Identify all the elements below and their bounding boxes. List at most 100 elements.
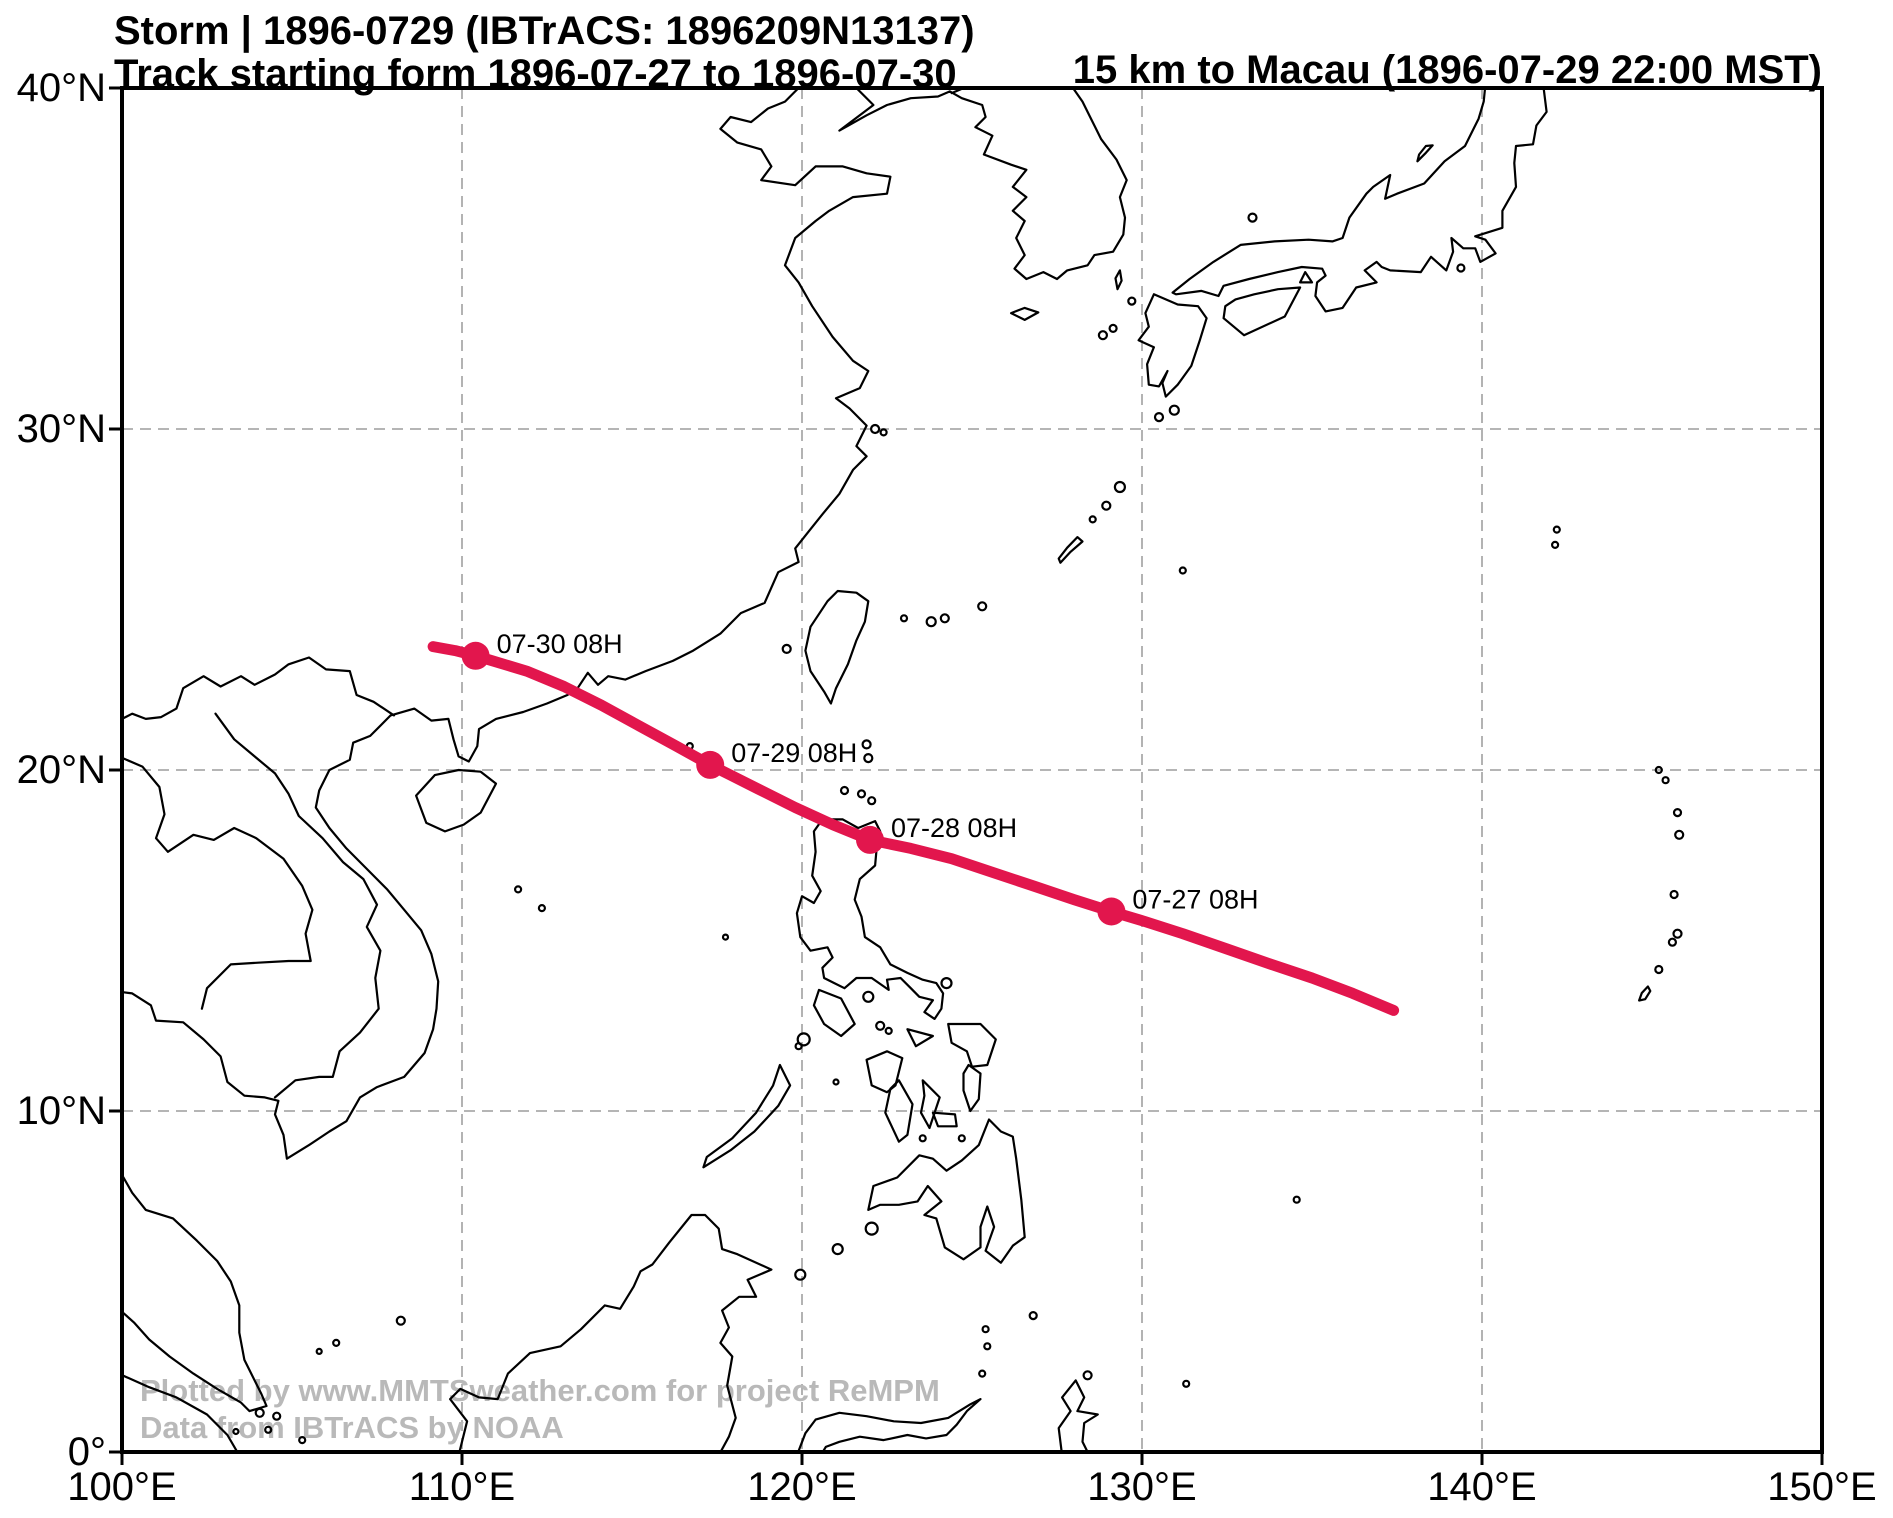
islet	[794, 1042, 803, 1051]
track-point-label: 07-28 08H	[891, 813, 1017, 843]
coastline-luzon	[795, 818, 945, 1020]
axes	[109, 86, 1824, 1465]
islet	[1456, 263, 1466, 273]
islet	[1667, 937, 1678, 947]
islet	[794, 1268, 807, 1281]
coastline-borneo	[449, 1213, 773, 1452]
chart-title-right: 15 km to Macau (1896-07-29 22:00 MST)	[1073, 48, 1822, 92]
islet	[1153, 412, 1165, 423]
islet	[513, 885, 523, 894]
islet	[939, 613, 950, 624]
watermark: Plotted by www.MMTSweather.com for proje…	[140, 1373, 940, 1445]
islet	[1247, 212, 1258, 223]
islet	[1672, 807, 1683, 818]
y-axis-label: 20°N	[17, 748, 106, 792]
islet	[272, 1411, 282, 1421]
coastline-sumatra	[122, 1373, 239, 1452]
coastline-china-seasia-mainland	[122, 88, 892, 1160]
x-axis-label: 130°E	[1087, 1465, 1196, 1509]
islet	[957, 1134, 966, 1143]
tick-labels: 100°E 110°E 120°E 130°E 140°E 150°E 0° 10°N 20°N…	[17, 66, 1877, 1509]
islet	[721, 933, 730, 941]
islet	[1182, 1379, 1191, 1388]
islet	[1113, 480, 1127, 494]
coastline-bohol	[931, 1111, 958, 1128]
islet	[1669, 889, 1679, 900]
watermark-line1: Plotted by www.MMTSweather.com for proje…	[140, 1373, 940, 1408]
track-point-label: 07-30 08H	[497, 629, 623, 659]
islet	[1654, 964, 1664, 975]
coastline-okinawa	[1057, 536, 1084, 564]
islet	[1661, 776, 1670, 785]
chart-title-line1: Storm | 1896-0729 (IBTrACS: 1896209N1313…	[114, 9, 975, 53]
islet	[1178, 566, 1187, 575]
track-marker	[461, 641, 490, 670]
islet	[978, 1369, 987, 1378]
islet	[796, 1032, 811, 1047]
x-axis-label: 120°E	[747, 1465, 856, 1509]
islet	[1028, 1310, 1038, 1321]
islet	[1292, 1195, 1301, 1204]
islet	[395, 1315, 406, 1326]
coastline-mindanao	[867, 1118, 1026, 1264]
y-axis-label: 10°N	[17, 1089, 106, 1133]
coastline-mindoro	[812, 988, 856, 1038]
islet	[940, 976, 953, 990]
track-marker	[696, 750, 725, 779]
islet	[925, 616, 937, 628]
islet	[863, 752, 874, 764]
coastline-masbate	[906, 1028, 934, 1048]
islet	[315, 1347, 323, 1356]
islet	[899, 614, 909, 623]
islet	[918, 1134, 927, 1143]
islet	[832, 1078, 840, 1086]
islet	[981, 1325, 990, 1334]
islet	[232, 1427, 240, 1436]
coastline-panay	[865, 1050, 904, 1094]
islet	[864, 1221, 879, 1236]
islet	[879, 428, 888, 437]
track-marker	[856, 825, 884, 854]
y-axis-label: 40°N	[17, 66, 106, 110]
coastlines	[122, 88, 1685, 1452]
islet	[1552, 525, 1561, 534]
islet	[1108, 323, 1118, 333]
islet	[537, 903, 547, 913]
islet	[1082, 1370, 1093, 1381]
x-axis-label: 140°E	[1427, 1465, 1536, 1509]
islet	[1672, 928, 1683, 939]
track-line	[427, 641, 1400, 1016]
watermark-line2: Data from IBTrACS by NOAA	[140, 1410, 564, 1445]
islet	[839, 785, 850, 796]
x-axis-label: 110°E	[409, 1465, 515, 1509]
islet	[875, 1020, 886, 1031]
coastline-halmahera	[1057, 1379, 1099, 1452]
islet	[977, 601, 988, 612]
islet	[867, 796, 877, 806]
coastline-leyte	[962, 1063, 982, 1113]
islet	[332, 1338, 341, 1348]
coastline-malay-peninsula	[122, 1172, 268, 1413]
coastline-shikoku	[1222, 286, 1302, 337]
islet	[1550, 540, 1560, 550]
coastline-palawan	[702, 1063, 792, 1169]
islet	[1674, 829, 1685, 840]
coastline-kyushu	[1137, 293, 1208, 398]
islet	[1127, 296, 1137, 306]
islet	[1088, 515, 1097, 524]
x-axis-label: 150°E	[1767, 1465, 1876, 1509]
track-point-label: 07-29 08H	[731, 738, 857, 768]
track-marker	[1097, 897, 1126, 926]
islet	[1654, 765, 1663, 775]
islet	[1101, 500, 1112, 511]
islet	[298, 1435, 307, 1445]
gridlines	[122, 88, 1822, 1452]
islet	[254, 1407, 265, 1418]
coastline-guam	[1638, 985, 1652, 1002]
islet	[264, 1425, 273, 1434]
y-axis-label: 30°N	[17, 407, 106, 451]
islet	[869, 423, 881, 435]
coastline-border-thailand-laos	[122, 756, 314, 1010]
